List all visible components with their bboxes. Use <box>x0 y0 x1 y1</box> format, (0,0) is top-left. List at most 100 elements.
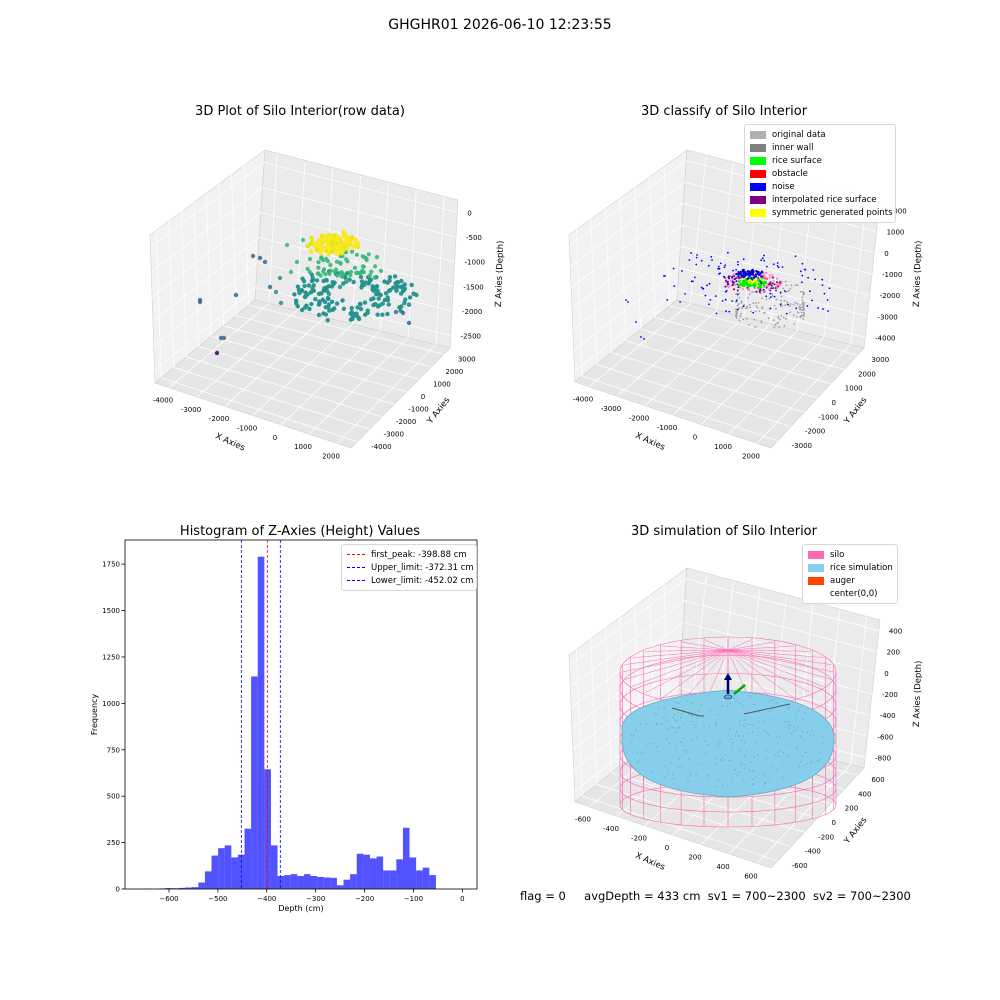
data-point <box>386 302 391 307</box>
rice-mesh-point <box>708 709 711 712</box>
original-data-point <box>746 317 748 320</box>
data-point <box>345 271 350 276</box>
histogram-bar <box>191 887 199 889</box>
rice-mesh-point <box>772 719 775 721</box>
y-axis-label: Y Axies <box>842 395 870 427</box>
interpolated-point <box>733 275 736 278</box>
noise-point <box>737 271 740 274</box>
histogram-bar <box>244 828 252 889</box>
rice-mesh-point <box>630 741 633 743</box>
x-tick-label: 2000 <box>322 452 340 460</box>
rice-mesh-point <box>672 716 674 719</box>
rice-mesh-point <box>765 757 768 760</box>
noise-point <box>734 278 736 281</box>
data-point <box>309 235 314 241</box>
rice-mesh-point <box>752 769 754 772</box>
original-data-point <box>801 306 803 309</box>
data-point <box>325 318 330 323</box>
grid-line <box>243 157 444 355</box>
histogram-bar <box>402 827 410 889</box>
z-tick-label: 0 <box>884 250 888 258</box>
rice-mesh-point <box>799 760 802 763</box>
rice-mesh-point <box>666 738 668 740</box>
rice-mesh-point <box>763 729 766 732</box>
original-data-point <box>803 315 805 317</box>
silo-roof-wire <box>661 645 729 651</box>
x-tick-label: 1000 <box>294 443 312 451</box>
noise-point <box>806 305 809 307</box>
data-point <box>349 235 355 240</box>
rice-mesh-point <box>742 778 744 781</box>
rice-mesh-point <box>661 723 663 725</box>
x-tick-label: 400 <box>716 863 729 871</box>
rice-mesh-point <box>687 781 689 783</box>
x-tick-label: -200 <box>631 835 647 843</box>
rice-mesh-point <box>691 739 693 742</box>
rice-mesh-point <box>668 729 670 731</box>
interpolated-point <box>763 276 766 279</box>
noise-point <box>760 282 763 285</box>
rice-mesh-point <box>668 770 670 772</box>
noise-point <box>794 255 797 258</box>
noise-point <box>746 277 750 280</box>
data-point <box>375 288 380 293</box>
rice-mesh-point <box>672 777 675 780</box>
original-data-point <box>736 304 739 307</box>
data-point <box>278 300 284 306</box>
grid-line <box>168 155 278 388</box>
rice-mesh-point <box>729 703 732 705</box>
legend-swatch <box>808 550 824 559</box>
data-point <box>344 257 349 262</box>
interpolated-point <box>765 272 768 274</box>
rice-mesh-point <box>742 705 744 707</box>
noise-point <box>754 273 757 276</box>
interpolated-point <box>772 276 775 279</box>
data-point <box>319 256 324 261</box>
data-point <box>352 265 358 270</box>
histogram-bar <box>310 876 318 889</box>
original-data-point <box>801 291 804 293</box>
histogram-bar <box>224 845 232 890</box>
original-data-point <box>798 305 800 308</box>
rice-mesh-point <box>656 723 658 725</box>
data-point <box>351 244 356 250</box>
noise-point <box>737 275 740 278</box>
legend-item: noise <box>750 180 890 193</box>
original-data-point <box>793 323 796 325</box>
data-point <box>348 273 353 278</box>
data-point <box>334 301 340 306</box>
data-point <box>345 246 350 251</box>
rice-mesh-point <box>777 752 779 754</box>
symmetric-point <box>750 280 753 283</box>
original-data-point <box>738 296 741 299</box>
rice-mesh-point <box>822 736 824 738</box>
original-data-point <box>748 293 751 295</box>
rice-mesh-point <box>804 751 806 754</box>
data-point <box>403 297 408 302</box>
y-tick-label: 400 <box>858 790 871 798</box>
x-tick-label: −200 <box>355 895 374 903</box>
data-point <box>346 240 351 245</box>
legend-swatch <box>750 156 766 165</box>
histogram-bar <box>422 867 430 889</box>
rice-mesh-point <box>719 759 722 761</box>
data-point <box>325 259 330 264</box>
rice-mesh-point <box>736 731 738 733</box>
z-tick-label: -500 <box>466 234 482 242</box>
original-data-point <box>780 299 782 302</box>
rice-mesh-point <box>804 739 806 742</box>
rice-mesh-point <box>758 721 760 723</box>
noise-point <box>828 287 831 290</box>
rice-mesh-point <box>787 708 790 710</box>
histogram-bar <box>303 874 311 889</box>
histogram-title: Histogram of Z-Axies (Height) Values <box>179 524 421 539</box>
noise-point <box>708 303 710 306</box>
data-point <box>322 286 327 291</box>
data-point <box>318 273 323 278</box>
rice-mesh-point <box>719 741 721 743</box>
rice-surface-point <box>742 279 745 283</box>
noise-point <box>627 301 629 303</box>
noise-point <box>741 274 744 277</box>
original-data-point <box>783 316 785 319</box>
interpolated-point <box>770 287 773 290</box>
